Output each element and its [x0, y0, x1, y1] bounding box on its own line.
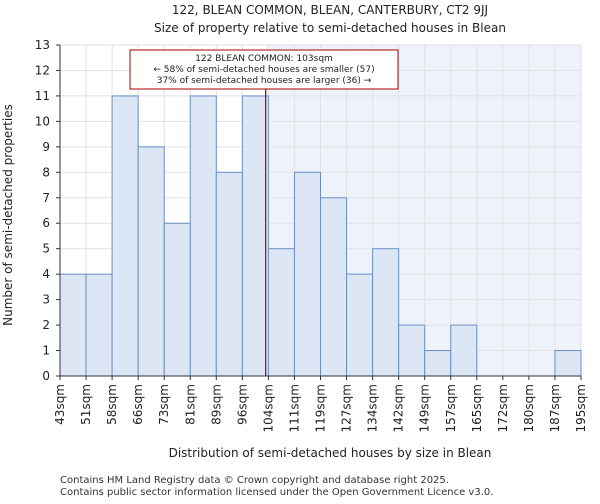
- annotation-line2: ← 58% of semi-detached houses are smalle…: [153, 65, 374, 75]
- x-tick-label: 89sqm: [209, 384, 223, 425]
- y-tick-label: 9: [42, 140, 50, 154]
- bar-81sqm: [189, 95, 217, 377]
- bar-127sqm: [346, 273, 374, 377]
- x-tick-labels: 43sqm 51sqm 58sqm 66sqm 73sqm 81sqm 89sqm 96sqm…: [53, 376, 588, 432]
- bar-43sqm: [59, 273, 87, 377]
- x-tick-label: 96sqm: [235, 384, 249, 425]
- x-tick-label: 66sqm: [131, 384, 145, 425]
- y-tick-label: 11: [35, 89, 50, 103]
- x-tick-label: 111sqm: [287, 384, 301, 432]
- x-tick-label: 180sqm: [522, 384, 536, 432]
- chart-title-line1: 122, BLEAN COMMON, BLEAN, CANTERBURY, CT…: [172, 3, 488, 17]
- bar-157sqm: [450, 324, 478, 377]
- y-axis-label: Number of semi-detached properties: [1, 104, 15, 326]
- bar-58sqm: [111, 95, 139, 377]
- bar-51sqm: [85, 273, 113, 377]
- x-tick-label: 73sqm: [157, 384, 171, 425]
- y-tick-label: 3: [42, 293, 50, 307]
- x-tick-label: 165sqm: [470, 384, 484, 432]
- x-tick-label: 172sqm: [496, 384, 510, 432]
- y-tick-label: 13: [35, 38, 50, 52]
- x-tick-label: 142sqm: [392, 384, 406, 432]
- bar-111sqm: [293, 171, 322, 377]
- y-tick-label: 0: [42, 369, 50, 383]
- bar-149sqm: [424, 350, 452, 377]
- y-tick-label: 10: [35, 114, 50, 128]
- x-tick-label: 51sqm: [79, 384, 93, 425]
- x-tick-label: 104sqm: [261, 384, 275, 432]
- bar-119sqm: [320, 197, 348, 377]
- y-tick-label: 2: [42, 318, 50, 332]
- y-tick-label: 5: [42, 242, 50, 256]
- bar-96sqm: [241, 95, 269, 377]
- bar-73sqm: [163, 222, 191, 377]
- bars: [59, 95, 582, 377]
- annotation-box: 122 BLEAN COMMON: 103sqm ← 58% of semi-d…: [129, 49, 399, 90]
- x-tick-label: 195sqm: [574, 384, 588, 432]
- bar-142sqm: [398, 324, 426, 377]
- x-axis-label: Distribution of semi-detached houses by …: [169, 446, 492, 460]
- x-tick-label: 157sqm: [444, 384, 458, 432]
- x-tick-label: 58sqm: [105, 384, 119, 425]
- annotation-line1: 122 BLEAN COMMON: 103sqm: [195, 54, 333, 64]
- y-tick-label: 1: [42, 344, 50, 358]
- bar-134sqm: [372, 248, 400, 377]
- x-tick-label: 43sqm: [53, 384, 67, 425]
- y-tick-label: 12: [35, 63, 50, 77]
- x-tick-label: 187sqm: [548, 384, 562, 432]
- bar-89sqm: [215, 171, 243, 377]
- x-tick-label: 119sqm: [314, 384, 328, 432]
- bar-187sqm: [554, 350, 582, 377]
- y-tick-label: 4: [42, 267, 50, 281]
- bar-66sqm: [137, 146, 165, 377]
- annotation-line3: 37% of semi-detached houses are larger (…: [157, 76, 372, 86]
- annotation-frame: [129, 49, 399, 90]
- bar-104sqm: [267, 248, 295, 377]
- x-tick-label: 81sqm: [183, 384, 197, 425]
- x-tick-label: 134sqm: [366, 384, 380, 432]
- chart-title-line2: Size of property relative to semi-detach…: [154, 21, 506, 35]
- y-tick-label: 7: [42, 191, 50, 205]
- x-tick-label: 149sqm: [418, 384, 432, 432]
- footer-licence: Contains public sector information licen…: [60, 487, 493, 498]
- y-tick-label: 8: [42, 165, 50, 179]
- x-tick-label: 127sqm: [340, 384, 354, 432]
- footer-copyright: Contains HM Land Registry data © Crown c…: [60, 475, 449, 486]
- y-tick-label: 6: [42, 216, 50, 230]
